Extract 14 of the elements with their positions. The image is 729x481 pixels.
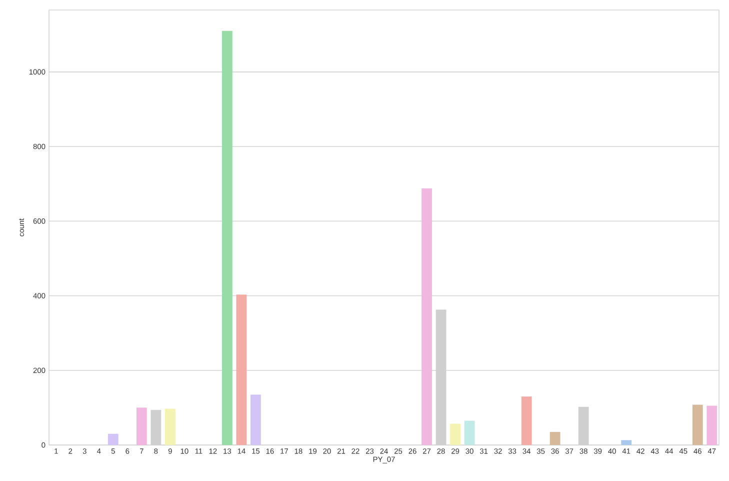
bar bbox=[250, 394, 261, 445]
bar bbox=[521, 396, 532, 445]
bar bbox=[692, 404, 703, 445]
bar bbox=[136, 408, 147, 445]
bar bbox=[450, 424, 460, 445]
bar bbox=[108, 434, 118, 445]
bar bbox=[621, 440, 632, 445]
bar bbox=[222, 30, 232, 445]
bar bbox=[464, 420, 475, 445]
bar bbox=[164, 408, 176, 445]
bar bbox=[236, 294, 247, 445]
bar bbox=[706, 406, 718, 445]
bar bbox=[550, 432, 560, 445]
bar bbox=[422, 188, 432, 445]
